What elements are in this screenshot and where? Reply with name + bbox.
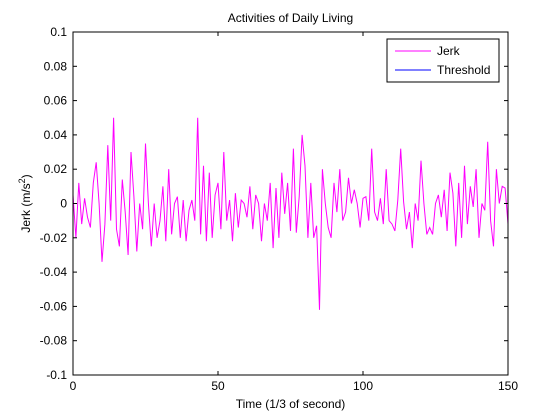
y-axis-label-close: ) (19, 174, 33, 178)
chart-title: Activities of Daily Living (228, 11, 353, 25)
ticks-layer: 0 50 100 150 -0.1 -0.08 -0.06 -0.04 -0.02 0 0.02 0.… (40, 25, 519, 393)
y-axis-label: Jerk (m/s2) (17, 174, 33, 232)
y-tick-label: 0.06 (44, 94, 68, 108)
x-tick-label: 100 (353, 379, 373, 393)
y-tick-label: 0 (60, 197, 67, 211)
y-tick-label: -0.1 (46, 368, 67, 382)
y-tick-label: -0.04 (40, 265, 68, 279)
x-tick-label: 0 (70, 379, 77, 393)
y-tick-label: 0.02 (44, 162, 68, 176)
y-tick-label: -0.02 (40, 231, 68, 245)
series-line-jerk (72, 117, 509, 310)
y-tick-label: 0.04 (44, 128, 68, 142)
y-tick-label: 0.08 (44, 59, 68, 73)
y-tick-label: -0.06 (40, 299, 68, 313)
x-tick-label: 50 (211, 379, 225, 393)
y-tick-label: -0.08 (40, 334, 68, 348)
x-axis-label: Time (1/3 of second) (236, 397, 346, 411)
x-tick-label: 150 (498, 379, 518, 393)
y-axis-label-superscript: 2 (17, 178, 27, 183)
legend-label-jerk: Jerk (437, 44, 461, 58)
y-axis-label-main: Jerk (m/s (19, 183, 33, 232)
legend-label-threshold: Threshold (437, 63, 490, 77)
y-tick-label: 0.1 (50, 25, 67, 39)
legend: Jerk Threshold (386, 38, 500, 83)
legend-box (386, 38, 500, 83)
